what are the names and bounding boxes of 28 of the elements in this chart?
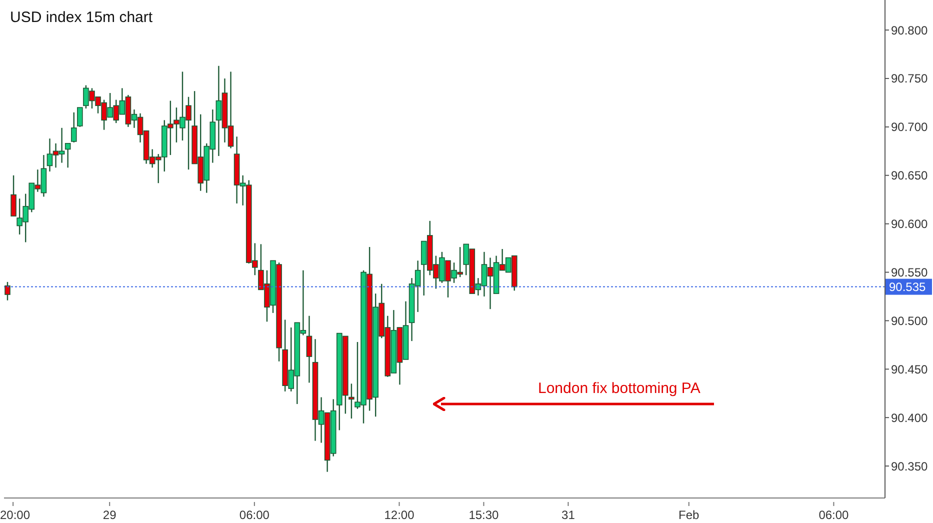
x-tick-label: 15:30 xyxy=(468,508,500,522)
y-tick-label: 90.650 xyxy=(891,168,928,183)
candlestick xyxy=(4,281,10,301)
y-tick-label: 90.350 xyxy=(891,459,928,474)
x-tick-label: Feb xyxy=(678,508,700,522)
x-tick-label: 12:00 xyxy=(384,508,415,522)
candlestick xyxy=(70,112,77,144)
candlestick xyxy=(10,174,16,217)
x-tick-label: 06:00 xyxy=(818,508,850,522)
y-tick-label: 90.450 xyxy=(891,362,928,376)
candlestick xyxy=(348,383,354,420)
y-tick-label: 90.500 xyxy=(891,314,928,328)
x-tick-label: 31 xyxy=(562,508,576,522)
y-tick-label: 90.600 xyxy=(891,217,928,232)
candlestick xyxy=(77,106,83,128)
text: USD index 15m chart xyxy=(10,9,153,26)
y-tick-label: 90.750 xyxy=(891,72,928,86)
candlestick xyxy=(306,315,312,384)
annotation: London fix bottoming PA xyxy=(538,380,700,397)
candlestick xyxy=(64,142,71,168)
y-tick-label: 90.550 xyxy=(891,266,928,280)
y-tick-label: 90.800 xyxy=(891,23,928,38)
x-tick-label: 20:00 xyxy=(0,508,30,522)
ref-line-label: 90.535 xyxy=(889,280,926,294)
y-tick-label: 90.400 xyxy=(891,410,928,425)
y-tick-label: 90.700 xyxy=(891,120,928,134)
x-tick-label: 06:00 xyxy=(239,508,270,522)
x-tick-label: 29 xyxy=(102,508,117,522)
